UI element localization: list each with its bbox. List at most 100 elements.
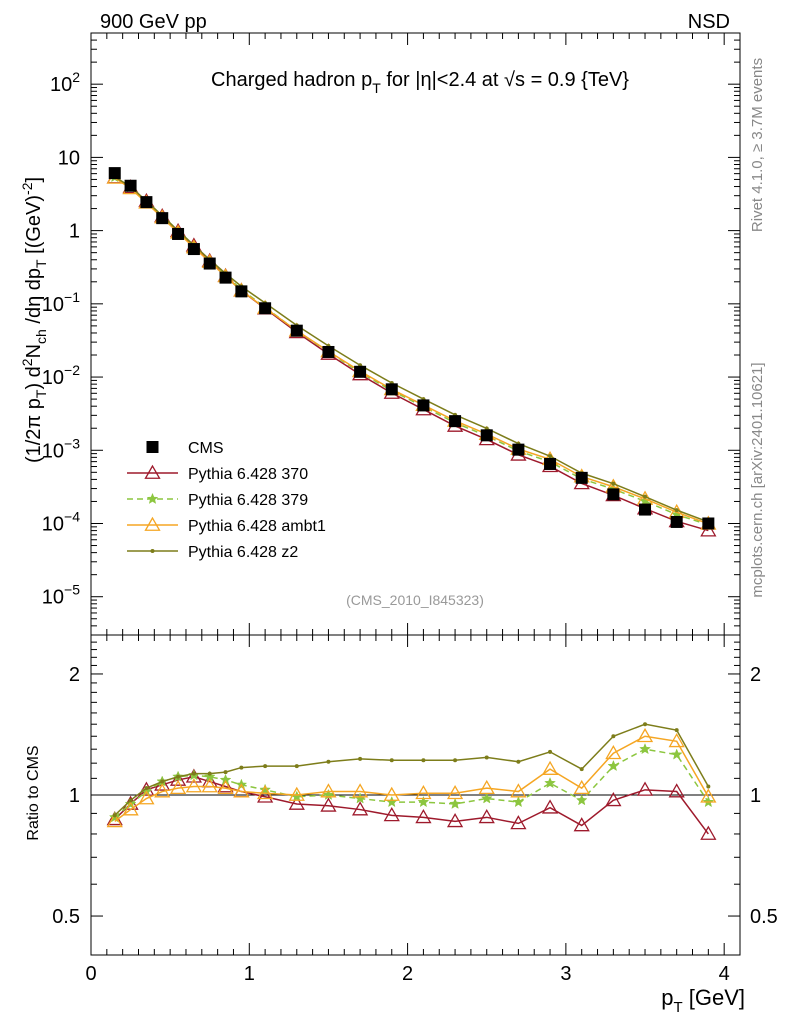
series-pythia-6-428-370-point	[700, 522, 717, 537]
header-left: 900 GeV pp	[100, 11, 207, 33]
series-pythia-6-428-ambt1-ratio-point	[541, 760, 559, 775]
series-pythia-6-428-z2-ratio-point	[516, 759, 521, 764]
series-pythia-6-428-370-ratio-point	[383, 807, 400, 822]
series-pythia-6-428-z2-ratio-point	[128, 798, 133, 803]
cms-data-point	[290, 324, 303, 337]
series-pythia-6-428-370-ratio-point	[605, 792, 622, 807]
series-pythia-6-428-370-ratio-point	[169, 771, 187, 786]
ratio-tick-label: 1	[69, 785, 80, 807]
ratio-y-axis-label: Ratio to CMS	[25, 745, 42, 840]
series-pythia-6-428-z2-ratio-point	[263, 764, 268, 769]
series-pythia-6-428-379-ratio-point	[670, 748, 683, 760]
series-pythia-6-428-z2-point	[674, 508, 679, 513]
series-pythia-6-428-370-ratio-point	[288, 795, 305, 810]
series-pythia-6-428-z2-ratio-point	[453, 758, 458, 763]
series-pythia-6-428-ambt1-ratio-point	[201, 778, 218, 793]
series-pythia-6-428-370-ratio-point	[217, 778, 234, 793]
series-pythia-6-428-z2-ratio-point	[191, 771, 196, 776]
series-pythia-6-428-z2-ratio-point	[176, 774, 181, 779]
series-pythia-6-428-z2-ratio-point	[358, 756, 363, 761]
legend-label: Pythia 6.428 379	[188, 492, 308, 509]
series-pythia-6-428-z2-point	[548, 454, 553, 459]
series-pythia-6-428-370-ratio-point	[636, 781, 654, 796]
series-pythia-6-428-379-ratio-point	[639, 743, 651, 755]
series-pythia-6-428-z2-ratio-point	[223, 770, 228, 775]
cms-data-point	[219, 271, 232, 284]
x-tick-label: 4	[719, 963, 730, 985]
series-pythia-6-428-ambt1-ratio-point	[351, 783, 369, 798]
series-pythia-6-428-ambt1-ratio-line	[114, 735, 709, 822]
legend-marker	[144, 464, 161, 479]
series-pythia-6-428-ambt1-ratio-point	[122, 801, 139, 816]
cms-data-point	[607, 488, 620, 501]
series-pythia-6-428-379-ratio-point	[607, 759, 620, 772]
ratio-tick-label-right: 2	[750, 664, 761, 686]
series-pythia-6-428-ambt1-ratio-point	[185, 778, 203, 793]
series-pythia-6-428-z2-ratio-line	[114, 723, 709, 816]
series-pythia-6-428-379-ratio-point	[544, 777, 556, 789]
legend-label: CMS	[188, 440, 224, 457]
series-pythia-6-428-z2-ratio-point	[484, 755, 489, 760]
series-pythia-6-428-ambt1-ratio-point	[169, 779, 187, 795]
series-pythia-6-428-z2-ratio-point	[207, 771, 212, 776]
series-pythia-6-428-379-ratio-point	[480, 792, 493, 804]
cms-data-point	[417, 399, 430, 412]
series-pythia-6-428-379-line	[114, 176, 709, 526]
analysis-tag: (CMS_2010_I845323)	[346, 592, 484, 608]
cms-data-point	[670, 515, 683, 528]
x-tick-label: 2	[402, 963, 413, 985]
series-pythia-6-428-z2-point	[643, 494, 648, 499]
series-pythia-6-428-379-ratio-point	[449, 797, 461, 809]
series-pythia-6-428-ambt1-ratio-point	[636, 727, 654, 743]
series-pythia-6-428-ambt1-ratio-point	[106, 813, 123, 828]
y-tick-label: 10	[58, 147, 80, 169]
y-tick-label: 10−2	[42, 362, 80, 389]
series-pythia-6-428-ambt1-ratio-point	[320, 783, 337, 798]
series-pythia-6-428-370-ratio-point	[320, 797, 337, 812]
series-pythia-6-428-ambt1-ratio-point	[217, 779, 234, 795]
series-pythia-6-428-ambt1-ratio-point	[478, 779, 495, 795]
x-axis-label: pT [GeV]	[661, 985, 745, 1016]
series-pythia-6-428-ambt1-ratio-point	[288, 786, 305, 801]
series-pythia-6-428-379-ratio-line	[114, 748, 709, 818]
x-tick-label: 1	[244, 963, 255, 985]
cms-data-point	[108, 167, 121, 180]
series-pythia-6-428-z2-ratio-point	[611, 734, 616, 739]
series-pythia-6-428-ambt1-ratio-point	[154, 783, 171, 798]
ratio-tick-label: 0.5	[52, 906, 80, 928]
series-pythia-6-428-ambt1-ratio-point	[257, 784, 274, 800]
series-pythia-6-428-ambt1-ratio-point	[383, 786, 400, 801]
plot-title: Charged hadron pT for |η|<2.4 at √s = 0.…	[211, 69, 629, 96]
y-tick-label: 10−1	[42, 289, 80, 316]
x-tick-label: 3	[560, 963, 571, 985]
series-pythia-6-428-370-ratio-point	[257, 788, 274, 803]
series-pythia-6-428-z2-ratio-point	[294, 764, 299, 769]
series-pythia-6-428-z2-ratio-point	[643, 722, 648, 727]
series-pythia-6-428-370-ratio-point	[541, 799, 559, 814]
series-pythia-6-428-ambt1-ratio-point	[415, 784, 432, 800]
series-pythia-6-428-ambt1-ratio-point	[605, 744, 622, 760]
series-pythia-6-428-370-ratio-point	[668, 783, 685, 798]
legend-marker	[146, 492, 159, 504]
series-pythia-6-428-370-ratio-point	[351, 801, 369, 816]
series-pythia-6-428-z2-ratio-point	[144, 786, 149, 791]
mcplots-label: mcplots.cern.ch [arXiv:2401.10621]	[749, 362, 766, 597]
series-pythia-6-428-z2-ratio-point	[389, 758, 394, 763]
ratio-tick-label: 2	[69, 664, 80, 686]
rivet-label: Rivet 4.1.0, ≥ 3.7M events	[749, 58, 766, 232]
series-pythia-6-428-z2-ratio-point	[421, 758, 426, 763]
series-pythia-6-428-379-ratio-point	[575, 794, 588, 806]
series-pythia-6-428-z2-ratio-point	[674, 728, 679, 733]
series-pythia-6-428-z2-ratio-point	[326, 759, 331, 764]
series-pythia-6-428-ambt1-ratio-point	[573, 779, 590, 795]
series-pythia-6-428-379-ratio-point	[219, 773, 232, 785]
header-right: NSD	[688, 11, 730, 33]
ratio-tick-label-right: 0.5	[750, 906, 778, 928]
series-pythia-6-428-ambt1-ratio-point	[446, 784, 464, 800]
cms-data-point	[156, 212, 169, 225]
cms-data-point	[354, 365, 367, 378]
cms-data-point	[203, 257, 216, 270]
series-pythia-6-428-z2-ratio-point	[112, 813, 117, 818]
cms-data-point	[512, 443, 525, 456]
legend-label: Pythia 6.428 370	[188, 466, 308, 483]
